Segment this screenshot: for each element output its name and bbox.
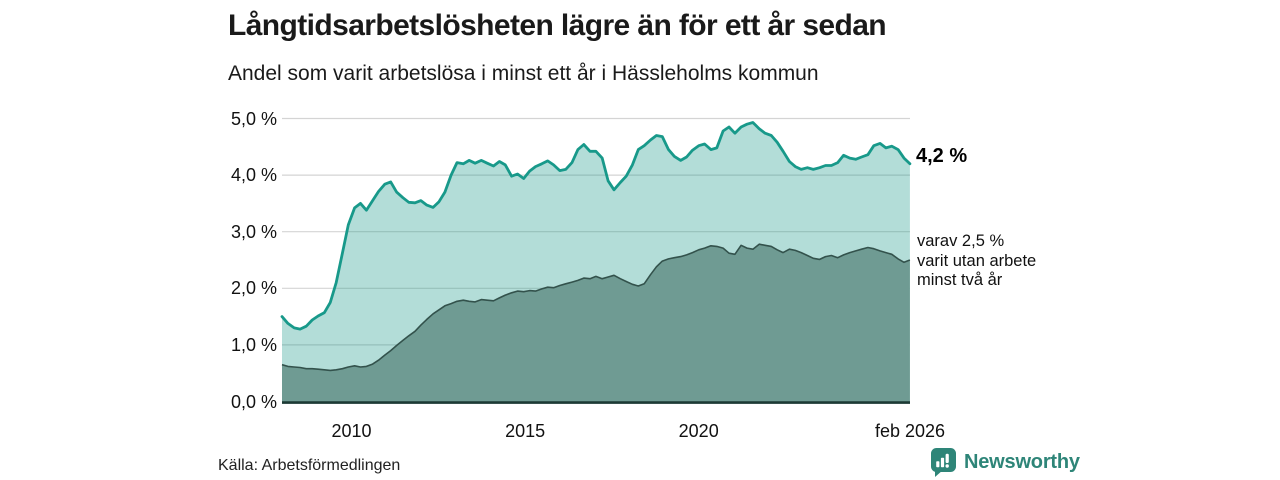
x-axis-tick-label: feb 2026 [874, 421, 946, 441]
brand-name: Newsworthy [964, 451, 1080, 473]
source-credit: Källa: Arbetsförmedlingen [218, 457, 401, 474]
annotation-line-3: minst två år [917, 271, 1003, 289]
annotation-line-1: varav 2,5 % [917, 232, 1005, 250]
x-axis-tick-label: 2015 [505, 421, 546, 441]
brand-logo: Newsworthy [930, 447, 1080, 478]
annotation-line-2: varit utan arbete [917, 251, 1037, 270]
series-annotation: varav 2,5 % varit utan arbete minst två … [917, 232, 1036, 291]
y-axis-tick-label: 5,0 % [230, 108, 277, 129]
y-axis-tick-label: 0,0 % [230, 391, 277, 412]
newsworthy-icon [931, 448, 956, 477]
y-axis-tick-label: 4,0 % [230, 165, 277, 186]
x-axis-tick-label: 2020 [678, 421, 719, 441]
y-axis-tick-label: 1,0 % [230, 334, 277, 355]
y-axis-tick-label: 2,0 % [230, 278, 277, 299]
chart-subtitle: Andel som varit arbetslösa i minst ett å… [228, 62, 819, 85]
page-title: Långtidsarbetslösheten lägre än för ett … [228, 9, 887, 42]
series-end-value-label: 4,2 % [916, 145, 968, 167]
y-axis-tick-label: 3,0 % [230, 221, 277, 242]
x-axis-tick-label: 2010 [331, 421, 372, 441]
